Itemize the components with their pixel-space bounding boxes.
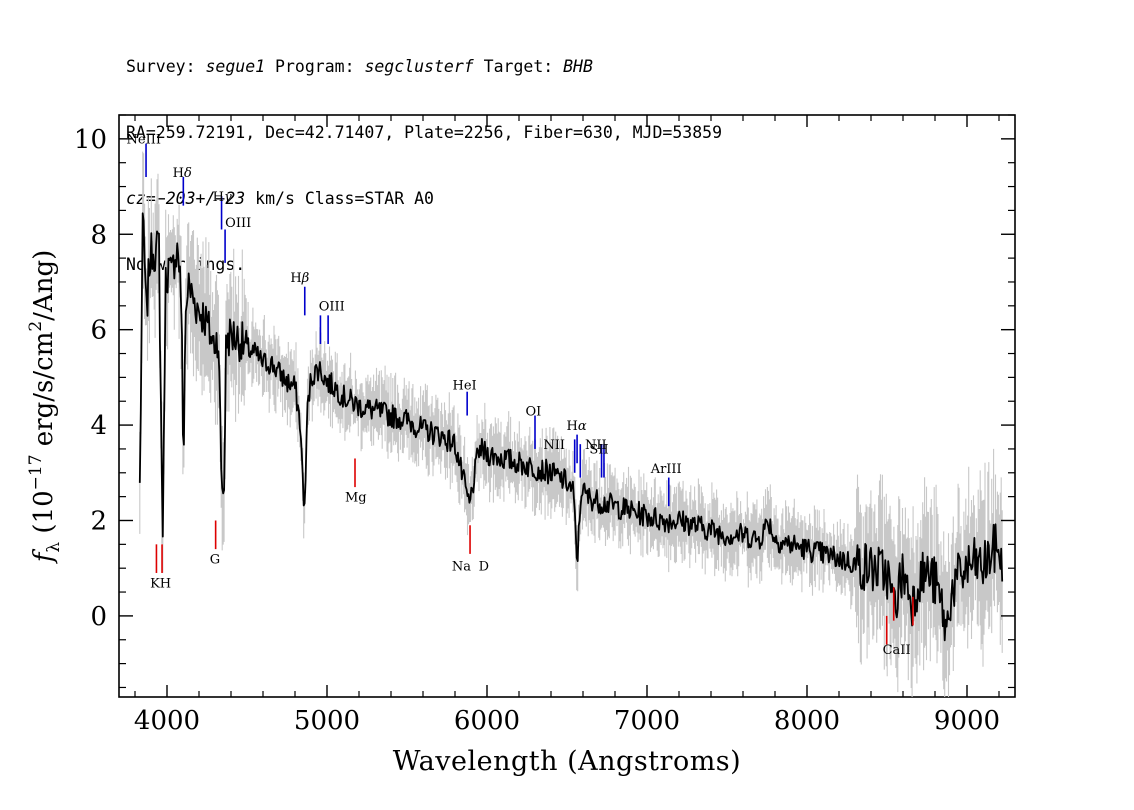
line-label-5: OIII <box>319 300 345 315</box>
line-label-16: Na <box>452 560 471 575</box>
plot-frame <box>118 114 1016 698</box>
header-line-coords: RA=259.72191, Dec=42.71407, Plate=2256, … <box>126 123 723 142</box>
cz-value: −203+/−23 <box>155 189 246 208</box>
x-tick-label-5: 9000 <box>934 706 1000 736</box>
y-axis-label-mid: erg/s/cm <box>29 332 59 455</box>
header-line-redshift: cz=−203+/−23 km/s Class=STAR A0 <box>126 188 722 210</box>
line-label-12: ArIII <box>650 462 682 477</box>
x-tick-label-4: 8000 <box>774 706 840 736</box>
line-label-1: Hδ <box>173 166 192 181</box>
y-axis-label-exp: −17 <box>26 454 46 490</box>
spectrum-header: Survey: segue1 Program: segclusterf Targ… <box>126 12 722 298</box>
y-tick-label-3: 6 <box>90 316 107 346</box>
x-tick-label-3: 7000 <box>614 706 680 736</box>
line-label-6: HeI <box>453 378 477 393</box>
y-axis-label-sub: λ <box>44 542 64 553</box>
x-axis-label: Wavelength (Angstroms) <box>393 746 741 777</box>
line-label-17: D <box>479 560 489 575</box>
survey-value: segue1 <box>205 57 266 76</box>
line-label-7: OI <box>526 405 542 420</box>
axis-ticks: 4000 5000 6000 7000 8000 9000 0 2 4 6 8 10 <box>74 114 1015 736</box>
y-axis-label-sq: 2 <box>26 321 46 332</box>
line-label-9: Hα <box>567 419 587 434</box>
line-label-0: NeIII <box>127 133 161 148</box>
line-label-13: Mg <box>345 490 367 505</box>
line-markers <box>145 143 914 645</box>
y-axis-label-pre: (10 <box>29 490 59 542</box>
flux-line <box>138 212 1004 642</box>
line-label-4: Hβ <box>290 271 309 286</box>
survey-label: Survey: <box>126 57 206 76</box>
line-labels: NeIIIHδHγOIIIHβOIIIHeIOINIIHαNIISIIArIII… <box>127 133 911 658</box>
flux-series-line <box>138 212 1004 642</box>
line-label-8: NII <box>543 438 565 453</box>
x-tick-label-0: 4000 <box>134 706 200 736</box>
y-tick-label-2: 4 <box>90 411 107 441</box>
x-tick-label-1: 5000 <box>294 706 360 736</box>
program-label: Program: <box>265 57 365 76</box>
header-line-survey: Survey: segue1 Program: segclusterf Targ… <box>126 56 722 78</box>
line-label-14: KH <box>150 576 171 591</box>
y-tick-label-1: 2 <box>90 506 107 536</box>
y-axis-label: fλ (10−17 erg/s/cm2/Ang) <box>26 250 64 565</box>
y-tick-label-0: 0 <box>90 602 107 632</box>
y-tick-label-4: 8 <box>90 220 107 250</box>
program-value: segclusterf <box>364 57 474 76</box>
target-value: BHB <box>563 57 593 76</box>
x-tick-label-2: 6000 <box>454 706 520 736</box>
line-label-2: Hγ <box>213 190 232 205</box>
line-label-10: NII <box>585 438 607 453</box>
y-tick-label-5: 10 <box>74 125 107 155</box>
y-axis-label-post: /Ang) <box>29 250 59 321</box>
line-label-11: SII <box>589 443 608 458</box>
target-label: Target: <box>473 57 564 76</box>
line-label-3: OIII <box>225 216 251 231</box>
line-label-18: CaII <box>883 643 911 658</box>
line-label-15: G <box>210 552 220 567</box>
cz-rest: km/s Class=STAR A0 <box>245 189 434 208</box>
